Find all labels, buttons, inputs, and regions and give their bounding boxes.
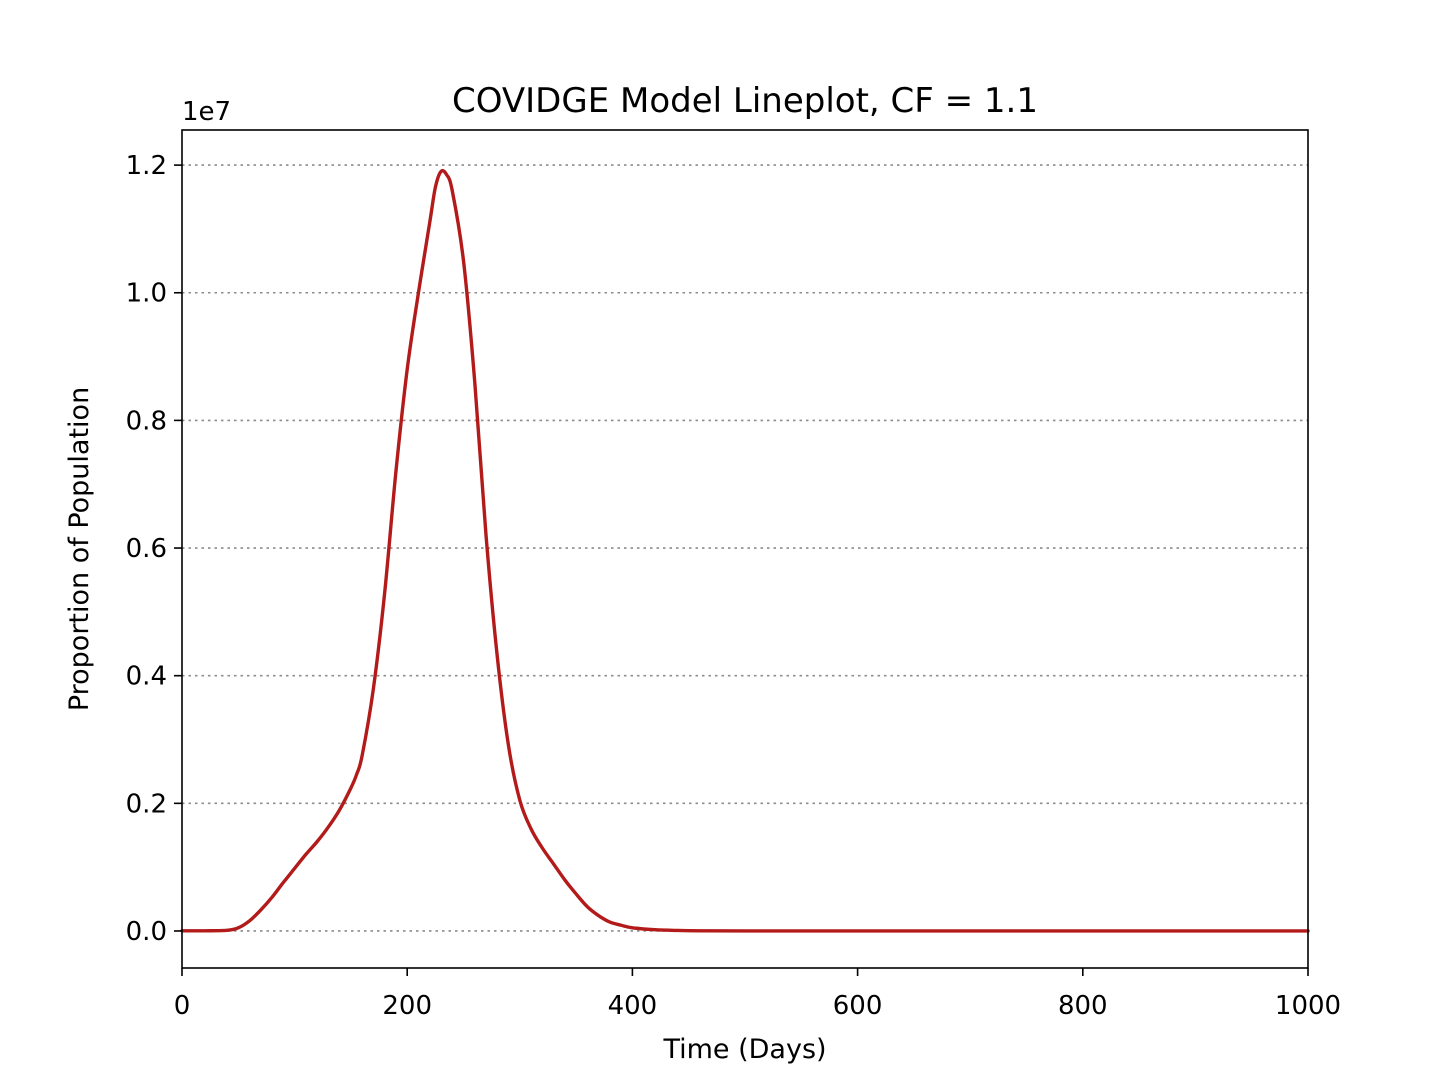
plot-frame [181,129,1309,969]
y-tick-label-2: 0.4 [126,662,167,692]
y-axis-ticks: 0.0 0.2 0.4 0.6 0.8 1.0 1.2 [126,151,182,947]
x-tick-label-2: 400 [608,991,658,1021]
x-tick-label-1: 200 [382,991,432,1021]
y-axis-offset-label: 1e7 [182,97,231,127]
y-tick-label-4: 0.8 [126,406,167,436]
x-axis-ticks: 0 200 400 600 800 1000 [174,968,1341,1021]
x-axis-label: Time (Days) [662,1034,826,1065]
y-tick-label-1: 0.2 [126,789,167,819]
series-line-0 [180,168,1310,933]
x-tick-label-5: 1000 [1275,991,1341,1021]
x-tick-label-4: 800 [1058,991,1108,1021]
series-layer [180,168,1310,933]
y-tick-label-6: 1.2 [126,151,167,181]
y-tick-label-0: 0.0 [126,917,167,947]
x-tick-label-3: 600 [833,991,883,1021]
y-tick-label-3: 0.6 [126,534,167,564]
x-tick-label-0: 0 [174,991,191,1021]
chart-title: COVIDGE Model Lineplot, CF = 1.1 [452,81,1038,121]
y-axis-label: Proportion of Population [64,387,95,711]
y-tick-label-5: 1.0 [126,279,167,309]
